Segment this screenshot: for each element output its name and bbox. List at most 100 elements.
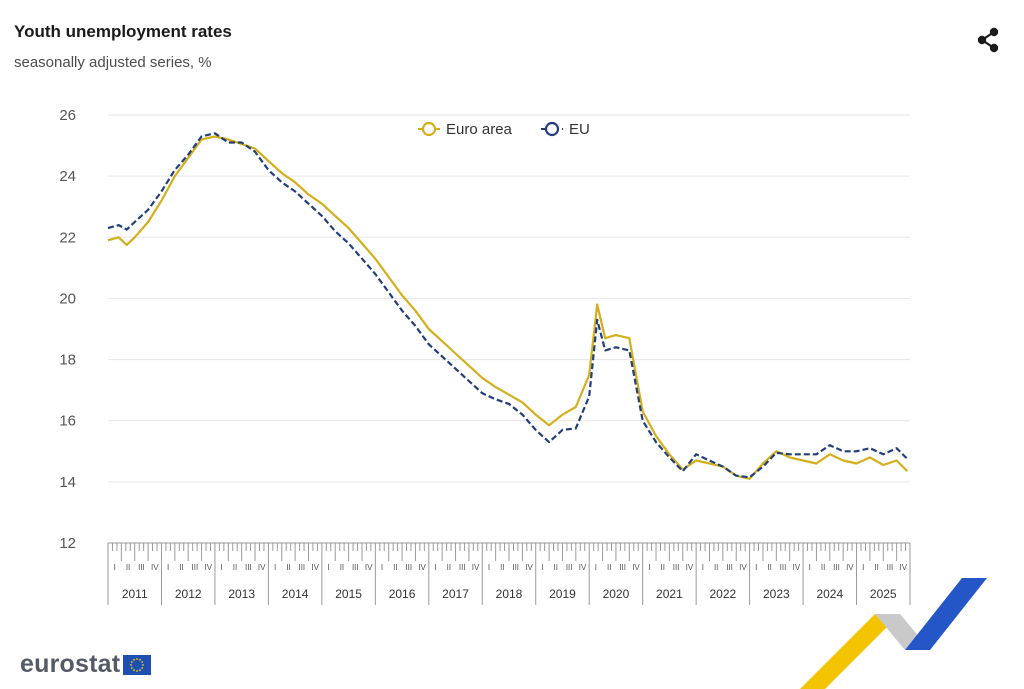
legend-item: Euro area: [418, 121, 513, 138]
quarter-tick-label: II: [821, 563, 825, 572]
quarter-tick-label: IV: [900, 563, 908, 572]
quarter-tick-label: IV: [418, 563, 426, 572]
quarter-tick-label: IV: [686, 563, 694, 572]
quarter-tick-label: III: [405, 563, 412, 572]
quarter-tick-label: III: [138, 563, 145, 572]
year-tick-label: 2017: [442, 587, 469, 601]
quarter-tick-label: III: [673, 563, 680, 572]
quarter-tick-label: III: [619, 563, 626, 572]
quarter-tick-label: II: [233, 563, 237, 572]
chart-title: Youth unemployment rates: [14, 22, 232, 41]
year-tick-label: 2025: [870, 587, 897, 601]
y-tick-label: 18: [59, 352, 76, 369]
quarter-tick-label: IV: [525, 563, 533, 572]
legend-marker: [421, 121, 437, 137]
y-tick-label: 22: [59, 229, 76, 246]
legend-item: EU: [541, 121, 590, 138]
legend-label: Euro area: [446, 121, 513, 138]
quarter-tick-label: III: [192, 563, 199, 572]
quarter-tick-label: I: [702, 563, 704, 572]
legend: Euro area EU: [418, 121, 590, 138]
quarter-tick-label: III: [726, 563, 733, 572]
year-tick-label: 2021: [656, 587, 683, 601]
quarter-tick-label: III: [298, 563, 305, 572]
year-tick-label: 2022: [710, 587, 737, 601]
quarter-tick-label: III: [566, 563, 573, 572]
quarter-tick-label: II: [874, 563, 878, 572]
quarter-tick-label: III: [459, 563, 466, 572]
quarter-tick-label: I: [381, 563, 383, 572]
quarter-tick-label: I: [755, 563, 757, 572]
y-tick-label: 24: [59, 168, 76, 185]
year-tick-label: 2012: [175, 587, 202, 601]
quarter-tick-label: I: [488, 563, 490, 572]
quarter-tick-label: I: [167, 563, 169, 572]
y-tick-label: 20: [59, 290, 76, 307]
quarter-tick-label: II: [179, 563, 183, 572]
quarter-tick-label: I: [648, 563, 650, 572]
quarter-tick-label: III: [245, 563, 252, 572]
year-tick-label: 2014: [282, 587, 309, 601]
eu-flag-icon: [123, 654, 152, 675]
quarter-tick-label: I: [595, 563, 597, 572]
quarter-tick-label: II: [340, 563, 344, 572]
quarter-tick-label: I: [327, 563, 329, 572]
year-tick-label: 2016: [389, 587, 416, 601]
quarter-tick-label: II: [714, 563, 718, 572]
quarter-tick-label: IV: [846, 563, 854, 572]
quarter-tick-label: II: [607, 563, 611, 572]
logo-text: eurostat: [20, 650, 121, 678]
legend-marker: [544, 121, 560, 137]
quarter-tick-label: I: [274, 563, 276, 572]
quarter-tick-label: IV: [793, 563, 801, 572]
quarter-tick-label: II: [126, 563, 130, 572]
legend-label: EU: [569, 121, 590, 138]
quarter-tick-label: II: [393, 563, 397, 572]
quarter-tick-label: IV: [579, 563, 587, 572]
quarter-tick-label: II: [447, 563, 451, 572]
quarter-tick-label: II: [767, 563, 771, 572]
series-line-eu: [107, 132, 909, 479]
y-tick-label: 14: [59, 474, 76, 491]
quarter-tick-label: II: [500, 563, 504, 572]
quarter-tick-label: IV: [151, 563, 159, 572]
quarter-tick-label: II: [554, 563, 558, 572]
quarter-tick-label: III: [833, 563, 840, 572]
quarter-tick-label: IV: [311, 563, 319, 572]
decorative-ribbon: [800, 578, 987, 689]
quarter-tick-label: I: [541, 563, 543, 572]
quarter-tick-label: I: [809, 563, 811, 572]
quarter-tick-label: I: [114, 563, 116, 572]
y-tick-label: 26: [59, 107, 76, 124]
share-icon[interactable]: [972, 24, 1004, 56]
quarter-tick-label: I: [434, 563, 436, 572]
quarter-tick-label: II: [660, 563, 664, 572]
quarter-tick-label: IV: [739, 563, 747, 572]
y-tick-label: 16: [59, 413, 76, 430]
quarter-tick-label: IV: [365, 563, 373, 572]
year-tick-label: 2018: [496, 587, 523, 601]
eurostat-logo: eurostat: [20, 650, 152, 679]
year-tick-label: 2015: [335, 587, 362, 601]
quarter-tick-label: II: [286, 563, 290, 572]
quarter-tick-label: IV: [472, 563, 480, 572]
quarter-tick-label: III: [780, 563, 787, 572]
year-tick-label: 2011: [122, 587, 148, 601]
quarter-tick-label: IV: [258, 563, 266, 572]
y-tick-label: 12: [59, 535, 76, 552]
quarter-tick-label: IV: [632, 563, 640, 572]
quarter-tick-label: I: [220, 563, 222, 572]
quarter-tick-label: IV: [204, 563, 212, 572]
quarter-tick-label: III: [352, 563, 359, 572]
year-tick-label: 2023: [763, 587, 790, 601]
quarter-tick-label: III: [887, 563, 894, 572]
quarter-tick-label: III: [512, 563, 519, 572]
series-line-euro-area: [107, 135, 909, 480]
year-tick-label: 2013: [228, 587, 255, 601]
year-tick-label: 2020: [603, 587, 630, 601]
year-tick-label: 2019: [549, 587, 576, 601]
year-tick-label: 2024: [816, 587, 843, 601]
quarter-tick-label: I: [862, 563, 864, 572]
chart-subtitle: seasonally adjusted series, %: [14, 54, 212, 71]
